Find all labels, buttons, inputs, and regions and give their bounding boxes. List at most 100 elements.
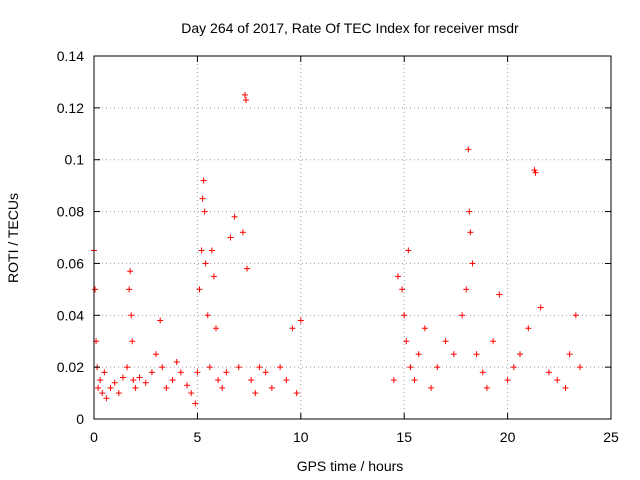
- data-point: [132, 384, 139, 391]
- data-point: [199, 195, 206, 202]
- data-point: [126, 286, 133, 293]
- data-point: [136, 374, 143, 381]
- x-axis-label: GPS time / hours: [297, 458, 404, 474]
- data-point: [576, 364, 583, 371]
- plot-frame: [93, 55, 612, 420]
- data-point: [219, 384, 226, 391]
- data-point: [289, 325, 296, 332]
- data-point: [262, 369, 269, 376]
- chart-title: Day 264 of 2017, Rate Of TEC Index for r…: [181, 20, 519, 36]
- data-point: [241, 91, 248, 98]
- data-point: [390, 377, 397, 384]
- data-point: [504, 377, 511, 384]
- data-point: [554, 377, 561, 384]
- data-point: [215, 377, 222, 384]
- data-point: [119, 374, 126, 381]
- data-point: [469, 260, 476, 267]
- y-tick-label: 0.06: [57, 255, 84, 271]
- marks-layer: [91, 91, 583, 407]
- data-point: [411, 377, 418, 384]
- data-point: [403, 338, 410, 345]
- y-tick-label: 0.12: [57, 100, 84, 116]
- data-point: [545, 369, 552, 376]
- data-point: [188, 390, 195, 397]
- data-point: [442, 338, 449, 345]
- data-point: [227, 234, 234, 241]
- data-point: [517, 351, 524, 358]
- y-tick-label: 0: [76, 411, 84, 427]
- data-point: [566, 351, 573, 358]
- data-point: [465, 146, 472, 153]
- data-point: [153, 351, 160, 358]
- data-point: [95, 384, 102, 391]
- data-point: [177, 369, 184, 376]
- data-point: [531, 167, 538, 174]
- data-point: [239, 229, 246, 236]
- y-tick-label: 0.14: [57, 48, 84, 64]
- data-point: [201, 208, 208, 215]
- data-point: [101, 369, 108, 376]
- data-point: [92, 286, 99, 293]
- data-point: [124, 364, 131, 371]
- data-point: [293, 390, 300, 397]
- tick-layer: 0 5 10 15 20 25 0 0.02 0.04 0.06 0.08 0.1 0.12 0.14: [57, 48, 619, 445]
- x-tick-label: 15: [396, 429, 412, 445]
- data-point: [466, 208, 473, 215]
- data-point: [204, 312, 211, 319]
- data-point: [252, 390, 259, 397]
- data-point: [537, 304, 544, 311]
- data-point: [159, 364, 166, 371]
- data-point: [213, 325, 220, 332]
- data-point: [399, 286, 406, 293]
- data-point: [142, 379, 149, 386]
- data-point: [200, 177, 207, 184]
- data-point: [421, 325, 428, 332]
- data-point: [235, 364, 242, 371]
- data-point: [194, 369, 201, 376]
- data-point: [198, 247, 205, 254]
- data-point: [210, 273, 217, 280]
- data-point: [434, 364, 441, 371]
- data-point: [169, 377, 176, 384]
- data-point: [184, 382, 191, 389]
- data-point: [130, 377, 137, 384]
- y-tick-label: 0.08: [57, 204, 84, 220]
- data-point: [196, 286, 203, 293]
- data-point: [450, 351, 457, 358]
- data-point: [192, 400, 199, 407]
- y-axis-label: ROTI / TECUs: [5, 193, 21, 283]
- x-tick-label: 10: [293, 429, 309, 445]
- data-point: [206, 364, 213, 371]
- y-tick-label: 0.1: [65, 152, 85, 168]
- data-point: [277, 364, 284, 371]
- data-point: [231, 213, 238, 220]
- data-point: [103, 395, 110, 402]
- data-point: [510, 364, 517, 371]
- data-point: [248, 377, 255, 384]
- data-point: [107, 384, 114, 391]
- data-point: [532, 169, 539, 176]
- data-point: [562, 384, 569, 391]
- data-point: [202, 260, 209, 267]
- data-point: [467, 229, 474, 236]
- data-point: [479, 369, 486, 376]
- x-tick-label: 5: [194, 429, 202, 445]
- data-point: [473, 351, 480, 358]
- data-point: [496, 291, 503, 298]
- x-tick-label: 20: [500, 429, 516, 445]
- data-point: [415, 351, 422, 358]
- data-point: [115, 390, 122, 397]
- data-point: [157, 317, 164, 324]
- y-tick-label: 0.04: [57, 307, 84, 323]
- data-point: [127, 268, 134, 275]
- data-point: [490, 338, 497, 345]
- data-point: [407, 364, 414, 371]
- data-point: [297, 317, 304, 324]
- x-tick-label: 0: [90, 429, 98, 445]
- data-point: [244, 265, 251, 272]
- data-point: [463, 286, 470, 293]
- data-point: [223, 369, 230, 376]
- grid-layer: [94, 56, 611, 419]
- data-point: [208, 247, 215, 254]
- data-point: [148, 369, 155, 376]
